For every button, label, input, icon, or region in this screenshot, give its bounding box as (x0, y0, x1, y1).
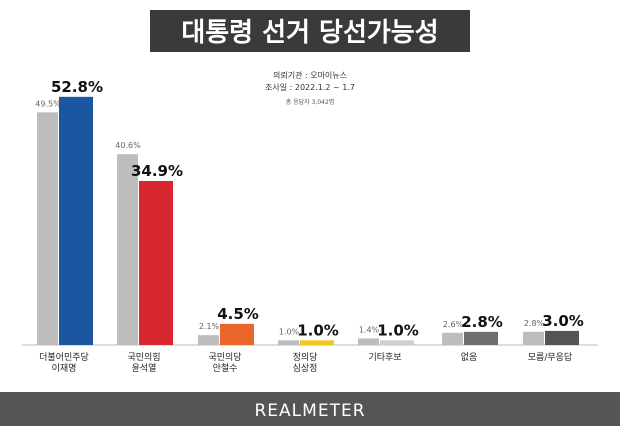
bar (300, 340, 334, 345)
bar (442, 332, 463, 345)
bar (545, 330, 579, 345)
bar (278, 340, 299, 345)
title-box (150, 10, 470, 52)
footer-logo: REALMETER (255, 401, 366, 421)
bar (37, 112, 58, 345)
data-label: 2.6% (443, 320, 464, 329)
bar (358, 338, 379, 345)
bar (380, 340, 414, 345)
data-label: 40.6% (115, 141, 141, 150)
x-tick-label: 심상정 (293, 363, 318, 374)
bar (59, 96, 93, 345)
data-label: 3.0% (542, 312, 584, 330)
x-tick-label: 윤석열 (132, 363, 157, 374)
x-tick-label: 이재명 (52, 363, 77, 374)
data-label: 4.5% (217, 305, 259, 323)
data-label: 1.0% (297, 321, 339, 339)
x-tick-label: 기타후보 (368, 352, 401, 363)
note: 조사일 : 2022.1.2 ~ 1.7 (265, 83, 355, 92)
data-label: 49.5% (35, 99, 61, 108)
chart-title: 대통령 선거 당선가능성 (181, 18, 438, 48)
x-tick-label: 국민의힘 (127, 352, 160, 363)
x-tick-label: 국민의당 (208, 352, 241, 363)
note: 총 응답자 3,042명 (286, 98, 335, 106)
data-label: 2.1% (199, 322, 220, 331)
x-tick-label: 정의당 (293, 352, 318, 363)
x-tick-label: 안철수 (213, 363, 238, 374)
bar (220, 323, 254, 345)
bar (464, 331, 498, 345)
data-label: 52.8% (51, 78, 103, 96)
bar (523, 331, 544, 345)
data-label: 1.4% (359, 325, 380, 334)
data-label: 2.8% (461, 313, 503, 331)
bar (117, 154, 138, 345)
bar (198, 335, 219, 345)
data-label: 2.8% (524, 319, 545, 328)
footer-bar (0, 392, 620, 426)
data-label: 1.0% (279, 327, 300, 336)
bar (139, 180, 173, 345)
x-tick-label: 모름/무응답 (528, 351, 572, 363)
x-tick-label: 없음 (461, 352, 478, 363)
x-tick-label: 더불어민주당 (39, 352, 89, 363)
note: 의뢰기관 : 오마이뉴스 (273, 70, 347, 80)
data-label: 34.9% (131, 162, 183, 180)
data-label: 1.0% (377, 321, 419, 339)
